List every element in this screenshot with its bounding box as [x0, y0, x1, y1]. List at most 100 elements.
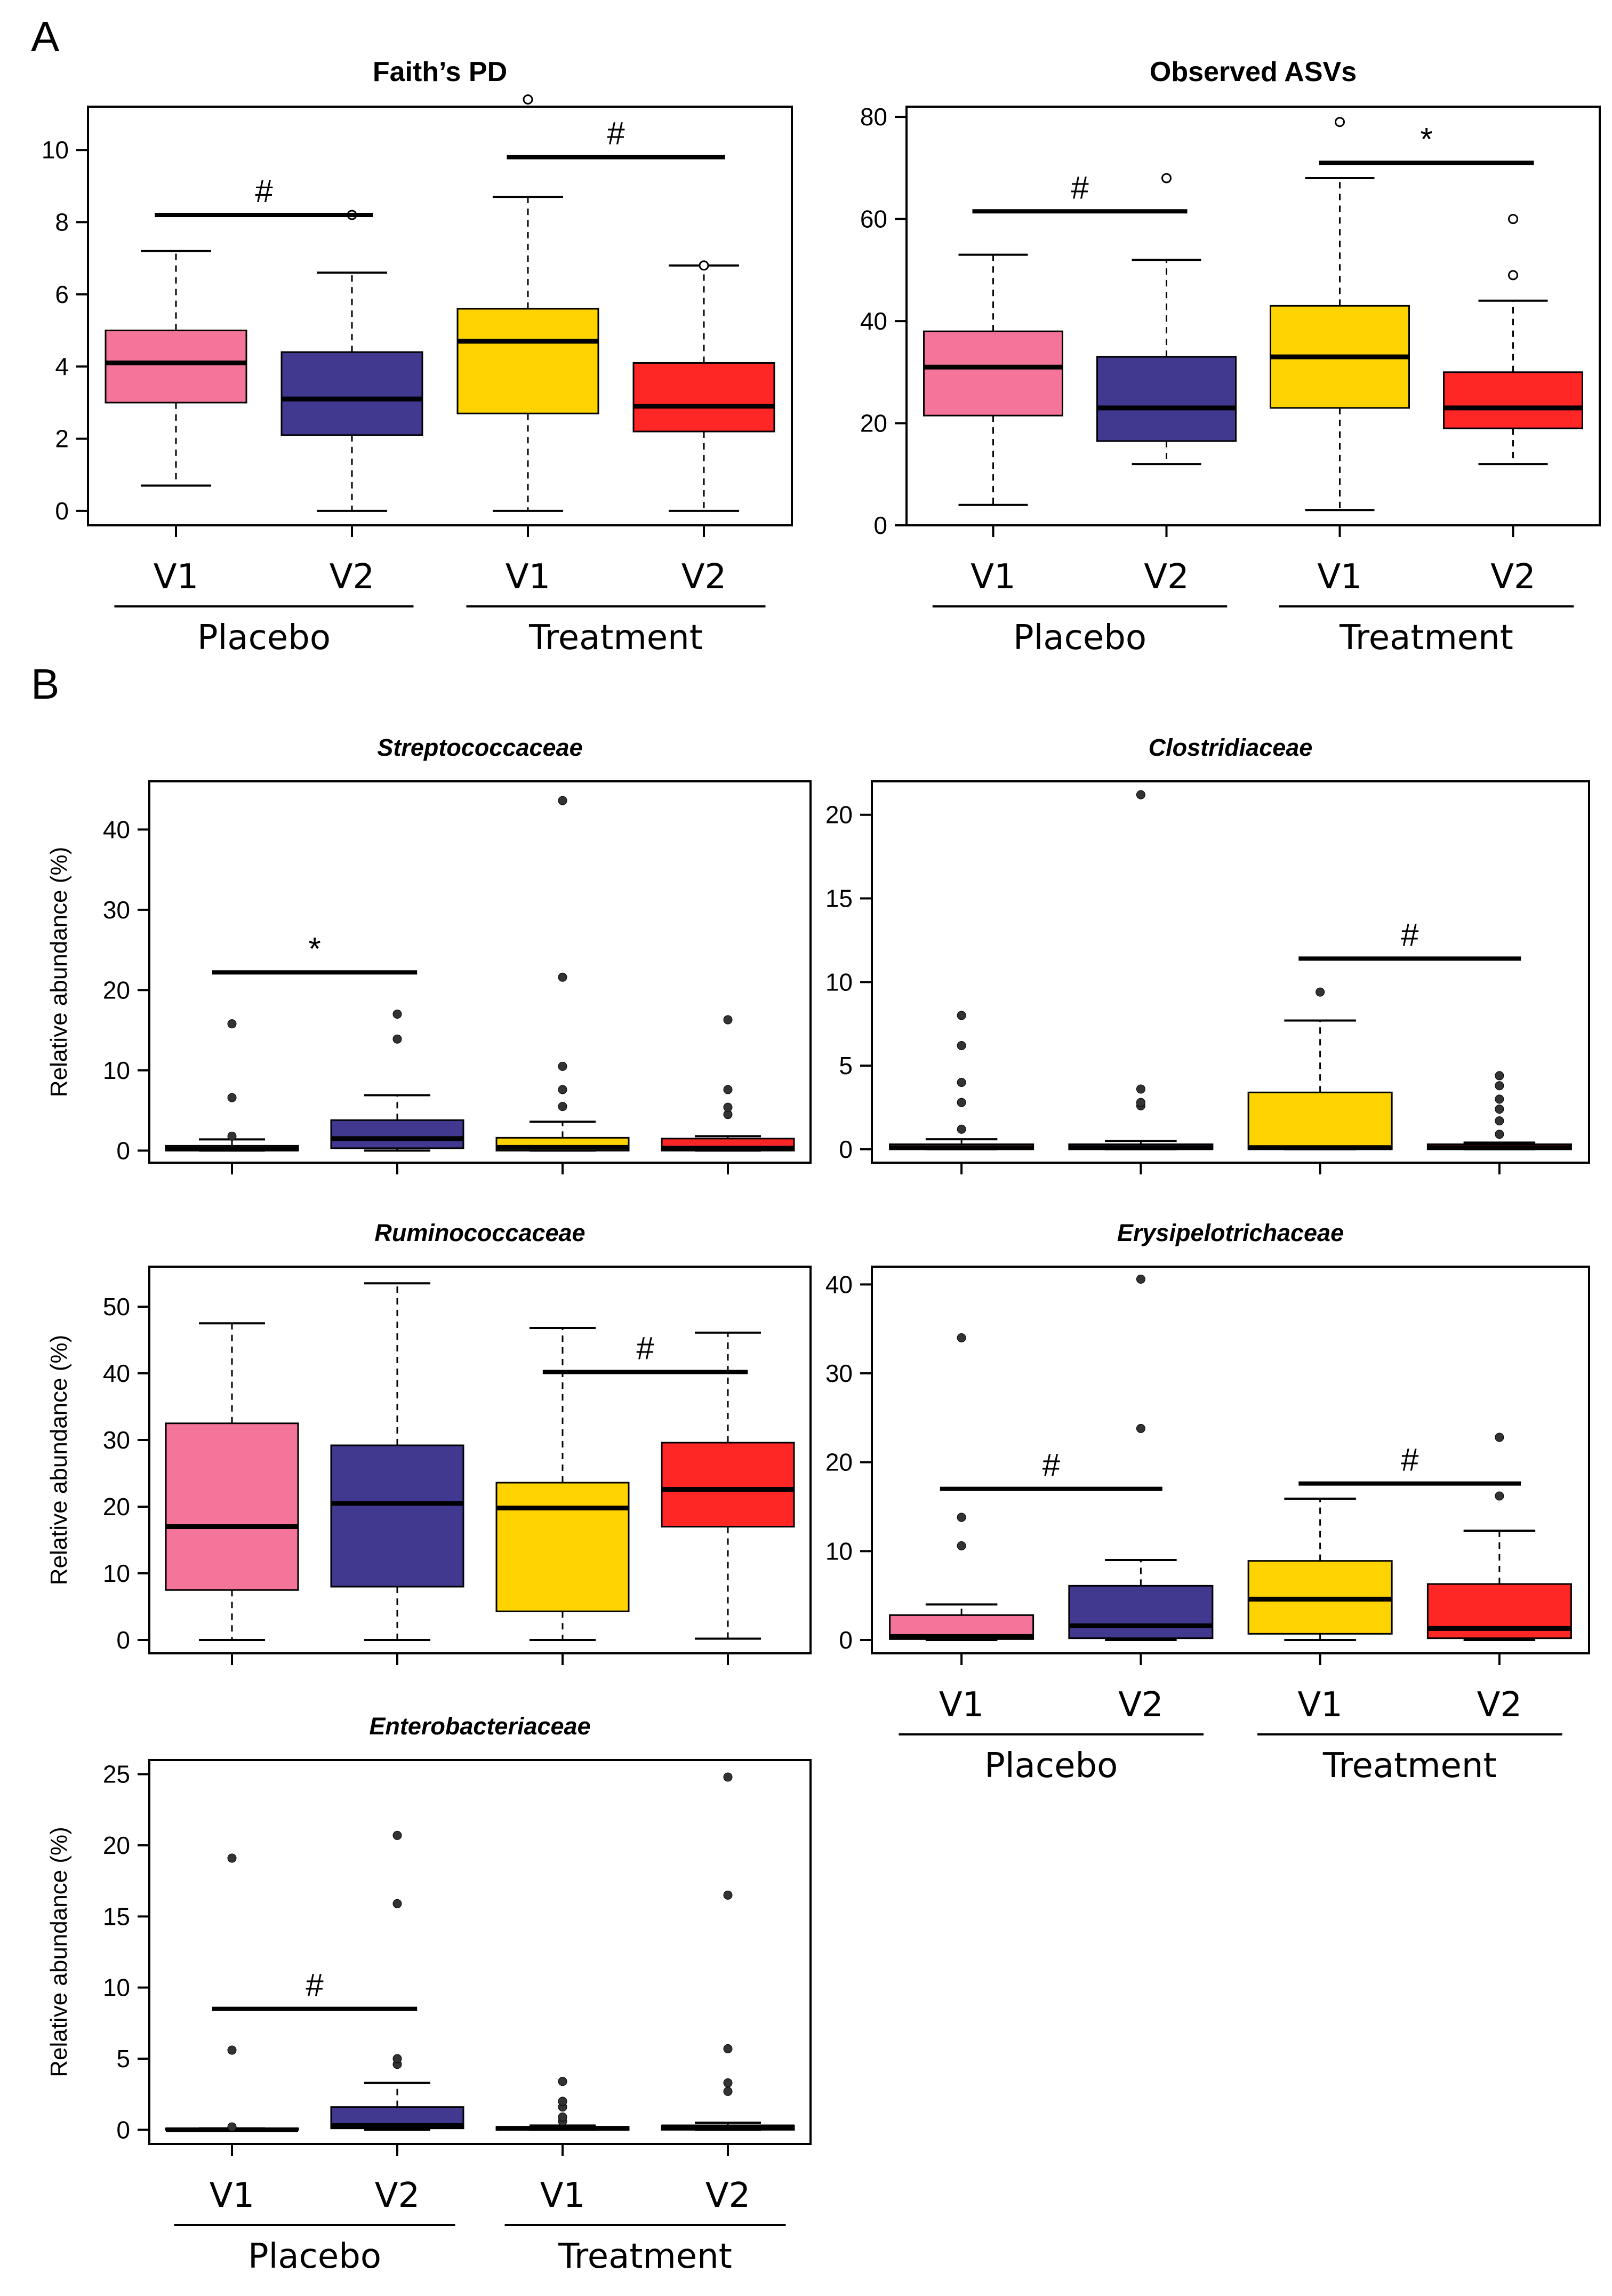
outlier-point [1136, 790, 1145, 799]
chart-observed-asvs: Observed ASVs 0 20 40 60 80 # * V1 V2 V1 V2 Placebo T… [860, 57, 1601, 658]
visit-label: V1 [154, 557, 199, 597]
outlier-point [392, 1830, 402, 1840]
outlier-point [957, 1011, 966, 1020]
y-axis-label: Relative abundance (%) [46, 1827, 72, 2077]
outlier-point [723, 2044, 733, 2053]
box-treatment-v1 [495, 1327, 630, 1641]
chart-ruminococcaceae: Ruminococcaceae 0 10 20 30 40 50 Relative abund… [46, 1219, 812, 1665]
outlier-point [957, 1333, 966, 1342]
box-body [632, 362, 775, 433]
y-tick-label: 0 [839, 1626, 853, 1654]
box-treatment-v2 [661, 1772, 795, 2131]
outlier-point [1495, 1071, 1504, 1081]
plot-frame [148, 1266, 812, 1654]
y-tick-label: 40 [103, 815, 130, 843]
outlier-point [723, 1772, 733, 1782]
y-tick-label: 10 [825, 968, 853, 996]
outlier-point [558, 1102, 567, 1111]
outlier-point [227, 1019, 237, 1029]
outlier-point [1136, 1084, 1145, 1094]
outlier-point [1508, 270, 1518, 281]
chart-title: Clostridiaceae [1149, 734, 1313, 761]
box-treatment-v1 [495, 2077, 630, 2131]
chart-title: Ruminococcaceae [374, 1219, 585, 1246]
visit-label: V2 [375, 2176, 420, 2215]
outlier-point [227, 2045, 237, 2055]
box-treatment-v2 [1426, 1433, 1572, 1641]
plot-frame [905, 106, 1601, 526]
outlier-point [392, 1034, 402, 1044]
box-body [330, 1119, 464, 1149]
y-tick-label: 30 [103, 1426, 130, 1454]
chart-faiths-pd: Faith’s PD 0 2 4 6 8 10 # # V1 V2 V1 V2 Placebo Treatm… [42, 57, 793, 658]
chart-title: Erysipelotrichaceae [1117, 1219, 1344, 1246]
y-tick-label: 20 [103, 1831, 130, 1859]
plot-frame [871, 780, 1590, 1164]
y-tick-label: 15 [103, 1902, 130, 1930]
box-placebo-v2 [1068, 1274, 1214, 1641]
group-label: Treatment [1322, 1746, 1497, 1786]
box-placebo-v1 [105, 250, 247, 487]
plot-frame [871, 1266, 1590, 1654]
box-placebo-v1 [889, 1011, 1034, 1150]
y-tick-label: 40 [860, 307, 887, 335]
panel-label-a: A [31, 13, 60, 60]
visit-label: V1 [1297, 1685, 1343, 1725]
outlier-point [558, 972, 567, 982]
y-tick-label: 2 [55, 425, 69, 453]
outlier-point [1495, 1433, 1504, 1442]
outlier-point [957, 1077, 966, 1087]
outlier-point [1136, 1274, 1145, 1284]
box-placebo-v2 [330, 1282, 464, 1641]
y-tick-label: 25 [103, 1761, 130, 1788]
box-body [330, 1444, 464, 1588]
outlier-point [723, 2086, 733, 2096]
outlier-point [558, 796, 567, 805]
y-tick-label: 20 [825, 801, 853, 829]
chart-streptococcaceae: Streptococcaceae 0 10 20 30 40 Relative abunda… [46, 734, 812, 1174]
box-placebo-v1 [165, 1322, 299, 1641]
outlier-point [227, 1853, 237, 1863]
y-tick-label: 10 [825, 1537, 853, 1565]
y-tick-label: 15 [825, 885, 853, 913]
outlier-point [1136, 1098, 1145, 1107]
outlier-point [523, 94, 533, 105]
outlier-point [1495, 1491, 1504, 1501]
outlier-point [1495, 1081, 1504, 1091]
visit-label: V1 [506, 557, 551, 597]
outlier-point [957, 1098, 966, 1107]
y-tick-label: 10 [42, 136, 69, 164]
significance-marker: # [1401, 1442, 1419, 1478]
y-tick-label: 40 [825, 1270, 853, 1298]
outlier-point [1316, 987, 1325, 997]
visit-label: V1 [1317, 557, 1362, 597]
visit-label: V2 [705, 2176, 751, 2215]
group-label: Treatment [1339, 618, 1513, 658]
outlier-point [1508, 214, 1518, 225]
y-tick-label: 0 [116, 2116, 130, 2143]
box-placebo-v2 [330, 1830, 464, 2131]
box-treatment-v2 [661, 1015, 795, 1152]
box-body [165, 1422, 299, 1591]
visit-label: V2 [1477, 1685, 1522, 1725]
significance-marker: # [1071, 170, 1089, 205]
visit-label: V2 [1144, 557, 1189, 597]
visit-label: V1 [939, 1685, 984, 1725]
significance-marker: # [306, 1967, 324, 2003]
box-body [661, 1442, 795, 1527]
plot-frame [148, 1759, 812, 2145]
box-placebo-v2 [280, 210, 423, 512]
box-placebo-v1 [889, 1333, 1034, 1641]
box-treatment-v2 [632, 260, 775, 512]
significance-marker: # [636, 1331, 654, 1366]
outlier-point [957, 1124, 966, 1134]
outlier-point [558, 1085, 567, 1094]
outlier-point [1495, 1105, 1504, 1114]
outlier-point [723, 1890, 733, 1900]
outlier-point [392, 1010, 402, 1019]
plot-frame [87, 106, 793, 526]
visit-label: V1 [971, 557, 1016, 597]
y-tick-label: 10 [103, 1057, 130, 1084]
